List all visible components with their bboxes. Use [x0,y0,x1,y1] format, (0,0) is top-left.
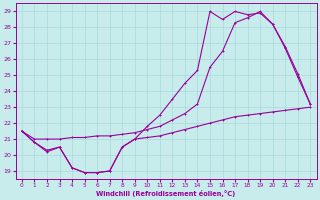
X-axis label: Windchill (Refroidissement éolien,°C): Windchill (Refroidissement éolien,°C) [96,190,236,197]
